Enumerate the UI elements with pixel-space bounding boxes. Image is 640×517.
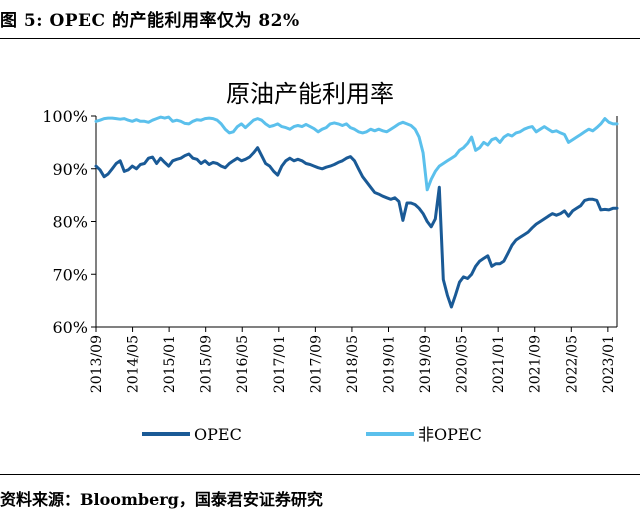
x-tick-label: 2017/09 <box>308 335 324 393</box>
chart: 原油产能利用率 60% 70% 80% 90% 100% 2013/09 2014/05 20… <box>42 80 619 444</box>
axes: 60% 70% 80% 90% 100% 2013/09 2014/05 2015/01 201… <box>42 107 618 393</box>
x-tick-label: 2022/05 <box>564 335 580 393</box>
x-tick-label: 2015/01 <box>162 335 178 393</box>
x-tick-label: 2016/05 <box>235 335 251 393</box>
y-tick-label: 80% <box>52 213 88 232</box>
series-lines <box>94 115 619 309</box>
y-tick-label: 90% <box>52 160 88 179</box>
top-rule <box>0 38 640 39</box>
x-tick-label: 2021/09 <box>528 335 544 393</box>
y-tick-label: 60% <box>52 318 88 337</box>
legend-label-opec: OPEC <box>194 425 242 444</box>
bottom-rule <box>0 474 640 475</box>
x-tick-label: 2021/01 <box>491 335 507 393</box>
figure-caption: 图 5: OPEC 的产能利用率仅为 82% <box>0 11 300 31</box>
series-line-non-opec <box>94 115 619 192</box>
x-tick-label: 2015/09 <box>199 335 215 393</box>
x-tick-label: 2020/05 <box>455 335 471 393</box>
x-tick-label: 2017/01 <box>272 335 288 393</box>
legend-label-non-opec: 非OPEC <box>418 425 482 444</box>
x-tick-label: 2013/09 <box>89 335 105 393</box>
source-note: 资料来源：Bloomberg，国泰君安证券研究 <box>0 490 323 509</box>
legend: OPEC 非OPEC <box>142 425 482 444</box>
x-tick-label: 2019/01 <box>381 335 397 393</box>
x-tick-label: 2014/05 <box>126 335 142 393</box>
x-tick-label: 2019/09 <box>418 335 434 393</box>
x-tick-label: 2018/05 <box>345 335 361 393</box>
chart-title: 原油产能利用率 <box>226 80 394 108</box>
y-tick-label: 70% <box>52 265 88 284</box>
series-line-opec <box>94 146 619 309</box>
x-tick-label: 2023/01 <box>601 335 617 393</box>
y-tick-label: 100% <box>42 107 88 126</box>
